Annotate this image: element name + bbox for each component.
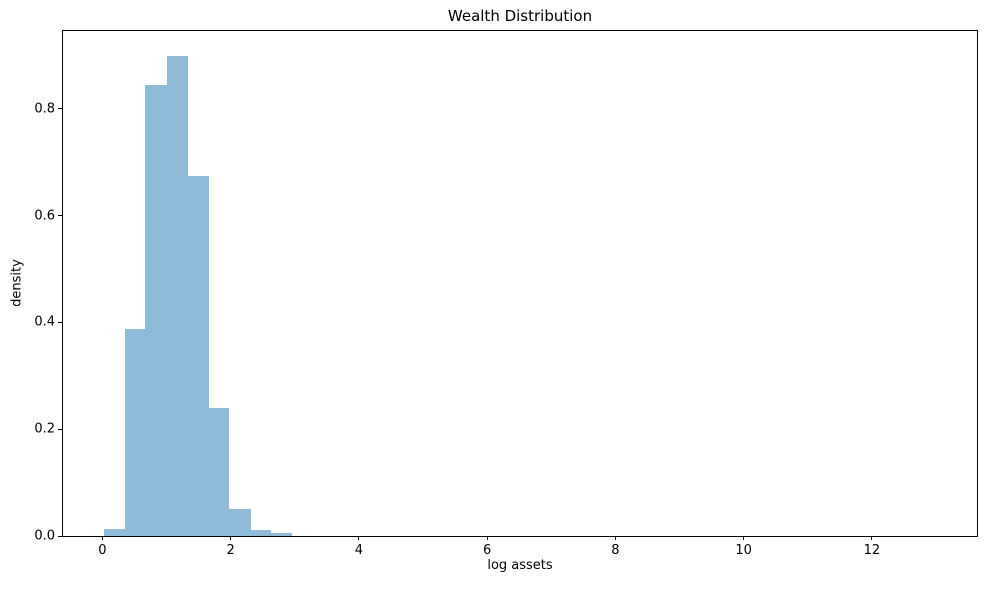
x-axis-tick-label: 4	[354, 543, 364, 558]
y-axis-tick	[58, 321, 62, 323]
histogram-bar	[250, 529, 272, 536]
y-axis-tick-label: 0.4	[34, 314, 55, 330]
x-axis-tick-label: 10	[735, 543, 752, 558]
y-axis-tick-label: 0.0	[34, 528, 55, 544]
y-axis-tick	[58, 428, 62, 430]
plot-area: 0 2 4 6 8 10 12 0.0 0.2 0.4 0.6 0.8	[34, 30, 978, 558]
histogram-bar	[124, 328, 146, 536]
histogram-bar	[187, 176, 209, 536]
y-axis-tick	[58, 215, 62, 217]
y-axis-tick-label: 0.8	[34, 101, 55, 117]
y-axis-tick-label: 0.6	[34, 208, 55, 224]
x-axis-tick-label: 0	[98, 543, 107, 558]
histogram-bar	[271, 533, 293, 536]
x-axis-tick-label: 6	[482, 543, 492, 558]
y-axis-label: density	[9, 259, 25, 307]
y-axis-tick	[58, 535, 62, 537]
x-axis-tick	[358, 536, 360, 540]
x-axis-label: log assets	[487, 558, 553, 573]
histogram-bar	[229, 508, 251, 536]
x-axis-tick-label: 8	[611, 543, 620, 558]
histogram-bar	[166, 55, 188, 536]
histogram-bar	[103, 529, 125, 536]
x-axis-tick	[614, 536, 616, 540]
chart-title: Wealth Distribution	[447, 7, 593, 25]
x-axis-tick	[871, 536, 873, 540]
histogram-bar	[208, 407, 230, 536]
histogram-bar	[145, 84, 167, 536]
y-axis-tick	[58, 108, 62, 110]
x-axis-tick-label: 12	[863, 543, 881, 558]
x-axis-tick	[743, 536, 745, 540]
x-axis-tick	[230, 536, 232, 540]
x-axis-tick-label: 2	[226, 543, 235, 558]
x-axis-tick	[486, 536, 488, 540]
x-axis-tick	[101, 536, 103, 540]
y-axis-tick-label: 0.2	[34, 421, 55, 437]
